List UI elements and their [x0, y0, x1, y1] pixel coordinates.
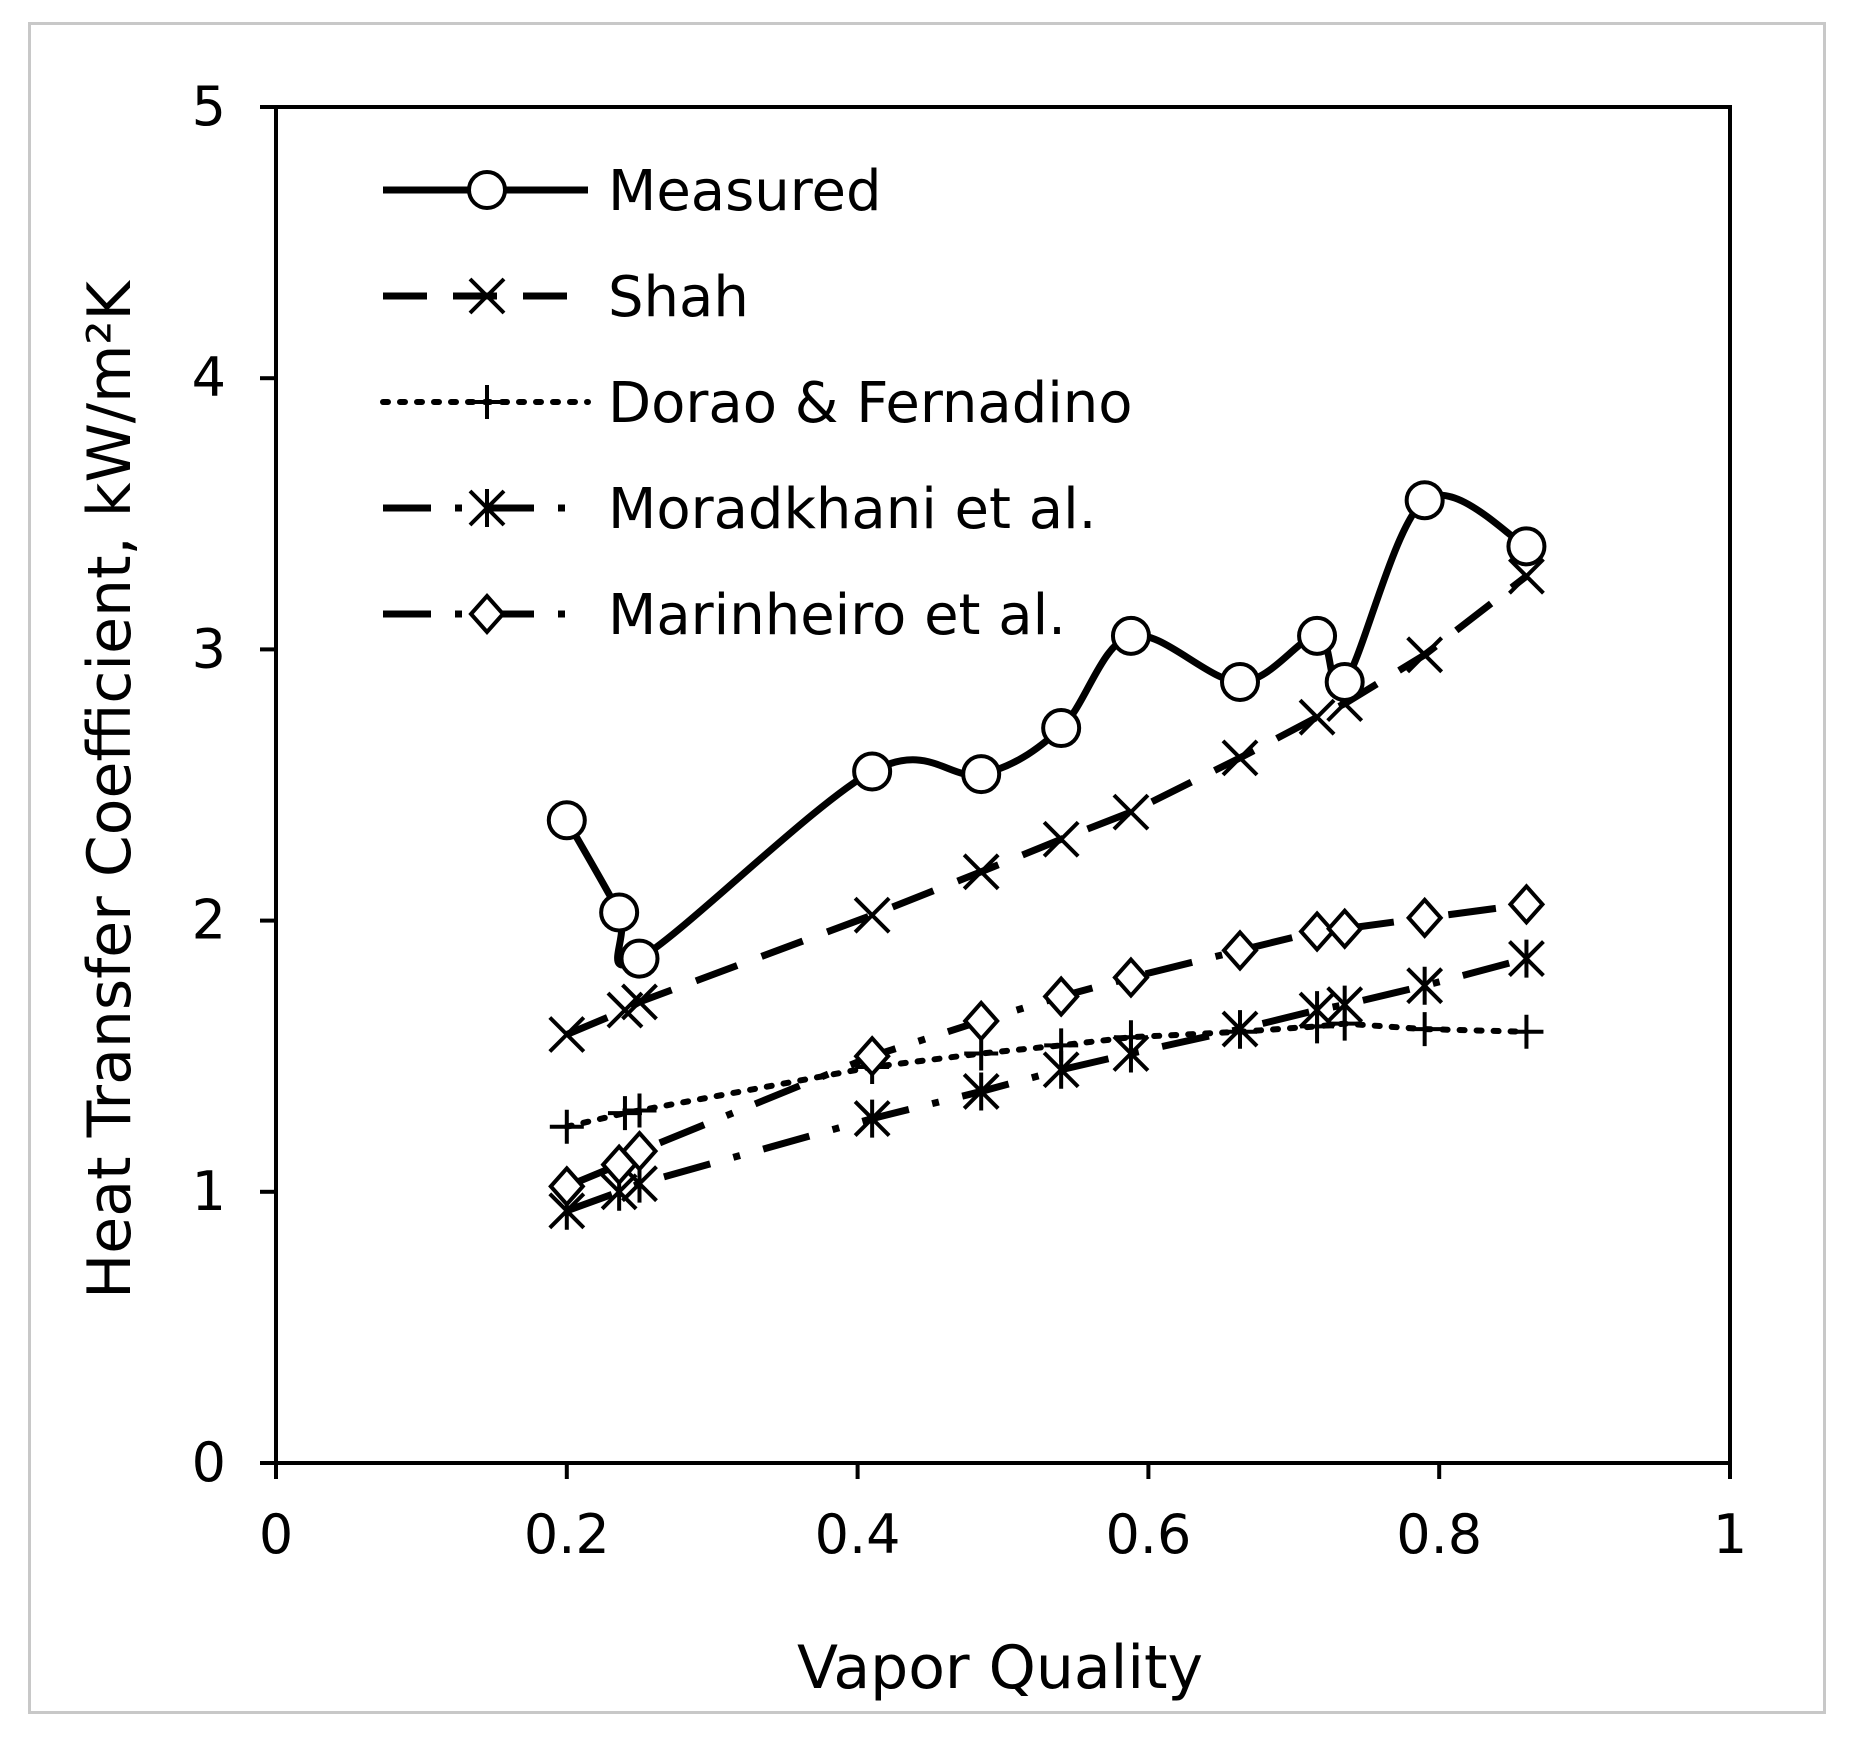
data-point — [1042, 975, 1080, 1018]
x-tick-label: 0.8 — [1396, 1503, 1482, 1566]
legend-marker — [470, 385, 504, 419]
data-point — [622, 1093, 657, 1128]
data-point — [1297, 615, 1338, 656]
legend-marker — [468, 277, 506, 315]
data-point — [1404, 480, 1445, 521]
legend-label: Measured — [608, 159, 882, 224]
x-tick-label: 0.2 — [524, 1503, 610, 1566]
legend-marker — [468, 489, 506, 527]
legend-item: Measured — [383, 159, 882, 224]
data-point — [1326, 907, 1364, 950]
y-tick-label: 0 — [192, 1431, 226, 1494]
data-point — [1508, 939, 1545, 978]
data-point — [1110, 615, 1151, 656]
data-point — [1113, 1020, 1148, 1055]
data-point — [1042, 820, 1080, 858]
data-point — [546, 800, 587, 841]
y-tick-label: 5 — [192, 75, 226, 138]
x-tick-label: 0 — [259, 1503, 293, 1566]
legend-label: Marinheiro et al. — [608, 583, 1066, 648]
data-point — [1044, 1028, 1079, 1063]
series-line — [563, 1020, 1530, 1130]
x-axis-title: Vapor Quality — [797, 1633, 1203, 1703]
data-point — [1112, 956, 1150, 999]
data-point — [621, 983, 658, 1021]
y-tick-label: 3 — [192, 617, 226, 680]
data-point — [853, 896, 891, 934]
data-point — [1406, 966, 1444, 1005]
data-point — [853, 1099, 891, 1138]
legend-item: Shah — [383, 265, 749, 330]
data-point — [549, 1109, 584, 1144]
axes: 0 0.2 0.4 0.6 0.8 1 0 1 2 3 4 5 — [192, 75, 1748, 1566]
data-point — [964, 1036, 999, 1071]
data-point — [1508, 557, 1545, 595]
data-point — [961, 754, 1002, 795]
data-point — [1507, 883, 1546, 926]
data-point — [1220, 661, 1261, 702]
data-point — [1324, 661, 1365, 702]
data-point — [962, 853, 1000, 891]
data-point — [599, 892, 640, 933]
data-point — [962, 1072, 1000, 1111]
legend-label: Moradkhani et al. — [608, 477, 1096, 542]
data-point — [852, 751, 893, 792]
data-point — [1405, 896, 1444, 939]
y-tick-label: 2 — [192, 889, 226, 952]
data-point — [853, 1035, 891, 1078]
data-point — [1298, 698, 1336, 736]
series-measured — [546, 480, 1547, 979]
data-point — [962, 999, 1000, 1042]
data-point — [607, 1096, 642, 1131]
figure-frame — [28, 22, 1826, 1714]
data-point — [1221, 929, 1259, 972]
legend: Measured Shah Dorao & Fernadino Moradkhani … — [380, 159, 1133, 648]
data-point — [1298, 910, 1336, 953]
data-point — [1112, 793, 1150, 831]
data-point — [548, 1165, 586, 1208]
data-point — [1509, 1014, 1544, 1049]
x-tick-label: 1 — [1713, 1503, 1747, 1566]
y-axis-title: Heat Transfer Coefficient, kW/m²K — [75, 280, 145, 1299]
data-point — [1223, 1014, 1257, 1049]
legend-marker — [467, 170, 507, 210]
series-layer — [546, 480, 1547, 1230]
series-dorao-fernadino — [549, 1006, 1544, 1144]
series-marinheiro-et-al- — [548, 883, 1546, 1208]
legend-item: Moradkhani et al. — [383, 477, 1096, 542]
data-point — [620, 1130, 659, 1173]
data-point — [1407, 1012, 1442, 1047]
data-point — [1406, 636, 1444, 674]
legend-item: Dorao & Fernadino — [380, 371, 1133, 436]
x-tick-label: 0.6 — [1105, 1503, 1191, 1566]
data-point — [1506, 526, 1547, 567]
data-point — [1041, 708, 1082, 749]
data-point — [619, 938, 660, 979]
x-tick-label: 0.4 — [815, 1503, 901, 1566]
y-tick-label: 1 — [192, 1160, 226, 1223]
legend-item: Marinheiro et al. — [383, 583, 1066, 648]
legend-label: Shah — [608, 265, 749, 330]
legend-marker — [468, 592, 506, 636]
data-point — [1327, 1006, 1362, 1041]
y-tick-label: 4 — [192, 346, 226, 409]
plot-border — [274, 105, 1732, 1465]
legend-label: Dorao & Fernadino — [608, 371, 1133, 436]
plot-area — [274, 105, 1732, 1465]
data-point — [548, 1016, 586, 1053]
data-point — [1300, 1009, 1335, 1044]
data-point — [1221, 739, 1259, 777]
